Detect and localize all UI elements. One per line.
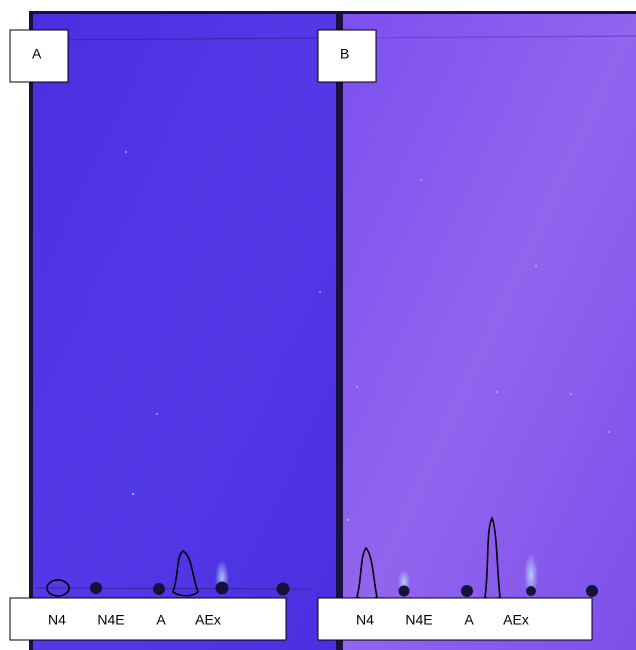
plate-b (343, 14, 636, 650)
lane-label-box (317, 597, 593, 641)
lane-label: A (464, 612, 474, 628)
panel-label: B (340, 46, 349, 62)
spots (90, 581, 598, 597)
lane-label: N4 (356, 612, 374, 628)
lane-label: AEx (195, 612, 221, 628)
lane-label: AEx (503, 612, 529, 628)
lane-label-box (9, 597, 287, 641)
lane-label: N4 (48, 612, 66, 628)
panel-label-box (9, 29, 69, 83)
lane-label: N4E (97, 612, 124, 628)
solvent-front (344, 35, 636, 39)
solvent-front (35, 37, 337, 41)
panel-label: A (32, 46, 42, 62)
baseline (35, 587, 311, 590)
lane-label: N4E (405, 612, 432, 628)
panel-label-box (317, 29, 377, 83)
glow (524, 553, 538, 597)
specks (125, 151, 610, 522)
plate-a (33, 14, 336, 650)
lane-label: A (156, 612, 166, 628)
